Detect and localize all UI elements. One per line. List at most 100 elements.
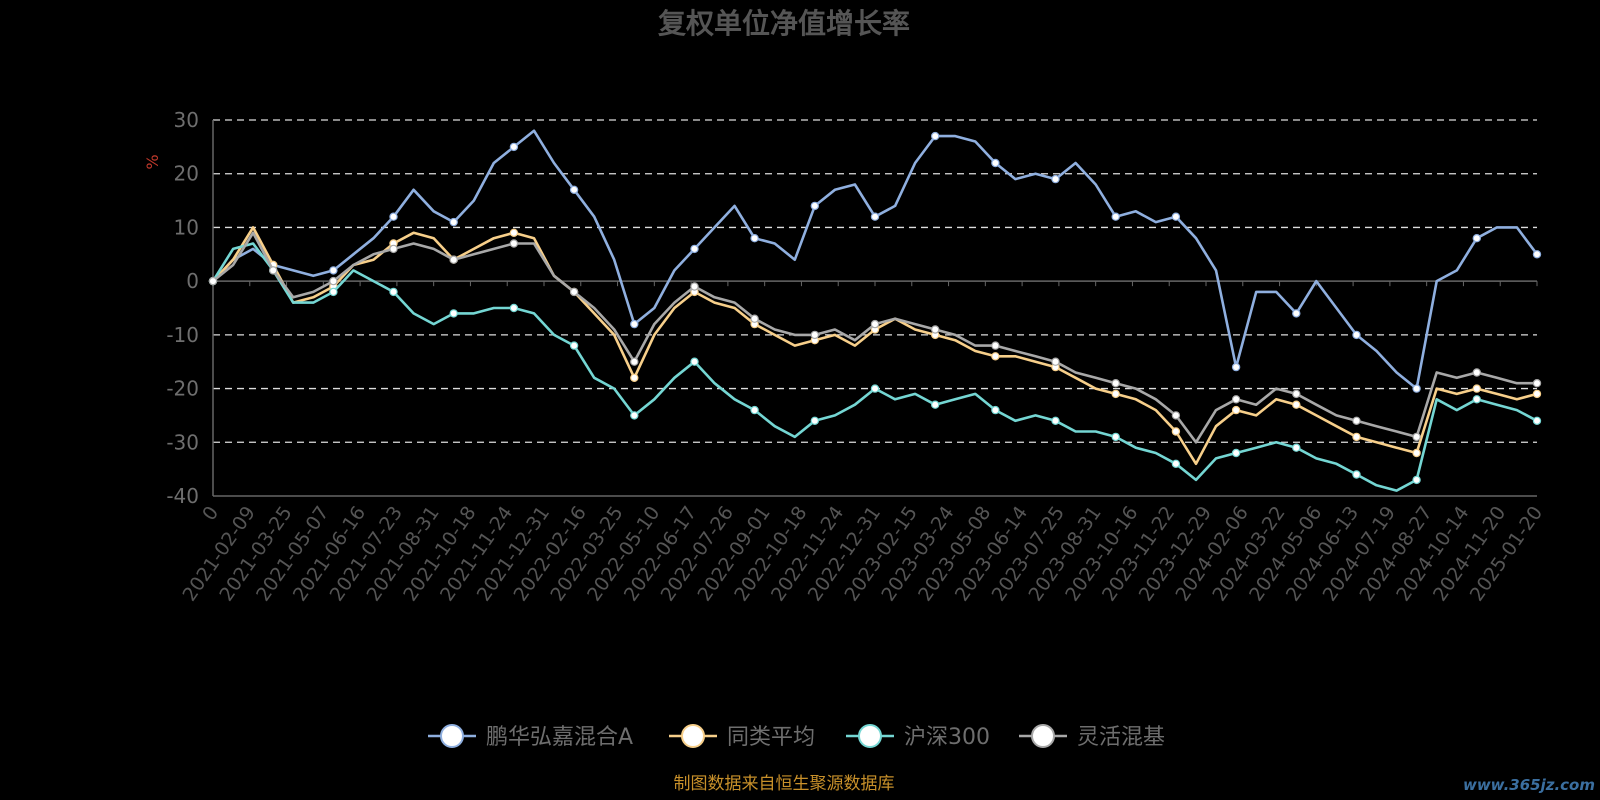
data-point [810, 201, 820, 211]
data-point [870, 384, 880, 393]
series-line-0 [212, 129, 1539, 390]
data-point [931, 400, 940, 409]
data-point [1051, 357, 1060, 366]
data-point [509, 303, 519, 313]
data-point [509, 228, 519, 237]
data-point [1171, 411, 1181, 420]
y-tick-label: 30 [174, 108, 199, 132]
y-axis: 30 20 10 0 -10 -20 -30 -40 [166, 108, 199, 508]
data-point [208, 276, 218, 286]
data-point [1532, 389, 1542, 399]
data-point [750, 314, 759, 323]
data-point [991, 341, 1000, 350]
data-point [1352, 416, 1361, 425]
legend-marker [858, 724, 882, 748]
data-point [1532, 416, 1542, 425]
legend-item-1[interactable]: 同类平均 [669, 724, 815, 750]
data-point [329, 287, 338, 297]
data-point [1472, 384, 1482, 393]
data-point [1111, 212, 1120, 221]
data-point [389, 244, 398, 254]
grid [212, 119, 1537, 497]
series-line-1 [212, 226, 1538, 466]
data-point [991, 352, 1000, 361]
data-point [870, 212, 880, 221]
data-point [389, 287, 398, 297]
data-point [1412, 384, 1421, 393]
data-point [750, 405, 759, 415]
data-point [750, 233, 759, 243]
data-point [1472, 233, 1482, 243]
watermark: www.365jz.com [1463, 776, 1595, 794]
data-point [1532, 379, 1542, 388]
source-note: 制图数据来自恒生聚源数据库 [674, 774, 895, 794]
legend-marker [440, 724, 464, 748]
x-axis: 02021-02-092021-03-252021-05-072021-06-1… [179, 281, 1547, 605]
data-point [509, 142, 519, 152]
data-point [1292, 389, 1301, 399]
series-group [208, 129, 1542, 492]
legend-label: 同类平均 [727, 725, 815, 750]
data-point [569, 185, 579, 194]
data-point [1111, 432, 1120, 442]
data-point [810, 416, 820, 425]
data-point [1412, 475, 1421, 485]
data-point [1292, 400, 1301, 409]
data-point [1111, 379, 1120, 388]
data-point [931, 131, 940, 141]
data-point [389, 212, 398, 221]
data-point [1051, 174, 1060, 184]
y-tick-label: -40 [166, 484, 199, 508]
data-point [449, 217, 458, 227]
data-point [1352, 470, 1361, 479]
data-point [269, 266, 278, 275]
data-point [1292, 309, 1301, 318]
legend: 鹏华弘嘉混合A 同类平均 沪深300 灵活混基 [428, 724, 1165, 750]
data-point [1231, 395, 1241, 404]
legend-label: 沪深300 [904, 725, 990, 750]
legend-item-0[interactable]: 鹏华弘嘉混合A [428, 724, 633, 750]
data-point [1352, 432, 1361, 442]
data-point [1171, 459, 1181, 468]
data-point [1051, 416, 1060, 425]
legend-item-3[interactable]: 灵活混基 [1019, 724, 1165, 750]
data-point [690, 244, 699, 254]
data-point [509, 239, 519, 248]
legend-marker [1031, 724, 1055, 748]
y-tick-label: 0 [186, 269, 199, 293]
chart-title: 复权单位净值增长率 [658, 7, 910, 40]
data-point [1472, 395, 1482, 404]
x-tick-label: 0 [198, 502, 223, 525]
y-tick-label: -30 [166, 430, 199, 454]
data-point [630, 373, 639, 382]
data-point [1171, 427, 1181, 436]
y-tick-label: 10 [174, 215, 199, 239]
data-point [1231, 448, 1241, 458]
data-point [1292, 443, 1301, 452]
data-point [1472, 368, 1482, 377]
data-point [449, 255, 458, 264]
legend-label: 灵活混基 [1077, 725, 1165, 750]
data-point [1171, 212, 1181, 221]
data-point [1231, 405, 1241, 415]
data-point [569, 341, 579, 350]
data-point [630, 319, 639, 329]
legend-marker [681, 724, 705, 748]
y-tick-label: 20 [174, 162, 199, 186]
series-line-3 [212, 231, 1537, 444]
data-point [1111, 389, 1120, 399]
data-point [690, 357, 699, 366]
legend-item-2[interactable]: 沪深300 [846, 724, 990, 750]
data-point [630, 411, 639, 420]
y-tick-label: -10 [166, 323, 199, 347]
data-point [329, 276, 338, 286]
data-point [870, 319, 880, 329]
data-point [991, 405, 1000, 415]
data-point [1352, 330, 1361, 340]
data-point [630, 357, 639, 366]
data-point [1412, 432, 1421, 442]
data-point [1231, 362, 1241, 372]
data-point [931, 325, 940, 334]
data-point [569, 287, 579, 297]
